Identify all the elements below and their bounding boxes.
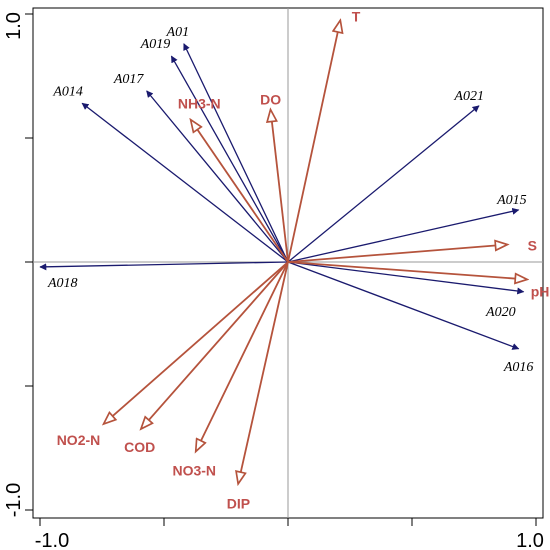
species-arrow-a021 [287, 105, 480, 263]
env-label-s: S [528, 238, 537, 254]
species-label-a019: A019 [140, 37, 171, 52]
x-tick-label-min: -1.0 [35, 530, 69, 550]
env-label-do: DO [260, 92, 281, 108]
env-label-ph: pH [531, 283, 550, 299]
y-tick-label-min: -1.0 [3, 483, 25, 517]
species-arrow-a01 [183, 43, 289, 263]
species-label-a016: A016 [503, 360, 534, 375]
axis-ticks [25, 13, 537, 526]
species-arrow-a018 [39, 261, 289, 271]
env-arrow-cod [142, 261, 289, 428]
env-arrow-no2-n [104, 261, 289, 423]
species-arrow-a017 [146, 90, 289, 263]
species-label-a017: A017 [113, 72, 145, 87]
environment-arrows: T DO NH3-N SpH NO2-N COD NO3-N DIP [57, 8, 550, 511]
species-arrow-a019 [170, 55, 289, 263]
env-label-nh3-n: NH3-N [178, 96, 221, 112]
env-label-no2-n: NO2-N [57, 432, 101, 448]
species-label-a021: A021 [453, 89, 484, 104]
species-label-a018: A018 [47, 276, 78, 291]
y-tick-label-max: 1.0 [3, 12, 25, 40]
env-arrow-do [271, 111, 289, 263]
species-arrow-a015 [287, 207, 520, 263]
env-label-t: T [352, 8, 361, 24]
x-tick-label-max: 1.0 [516, 530, 544, 550]
species-label-a01: A01 [166, 25, 190, 40]
env-arrow-dip [238, 261, 289, 483]
env-label-dip: DIP [227, 496, 250, 512]
species-arrow-a016 [287, 261, 520, 350]
env-label-no3-n: NO3-N [172, 462, 216, 478]
species-arrow-a014 [81, 102, 289, 263]
species-label-a014: A014 [52, 84, 83, 99]
env-arrow-nh3-n [191, 121, 289, 263]
env-arrow-t [287, 21, 340, 263]
env-label-cod: COD [124, 439, 155, 455]
species-label-a015: A015 [496, 193, 527, 208]
env-arrow-no3-n [196, 261, 289, 450]
species-label-a020: A020 [485, 305, 516, 320]
env-arrow-s [287, 245, 506, 263]
env-arrow-ph [287, 261, 526, 279]
species-arrow-a020 [287, 261, 525, 295]
